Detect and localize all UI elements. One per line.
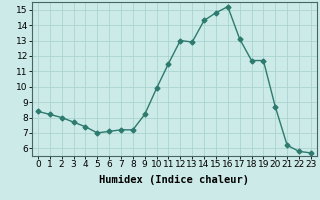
X-axis label: Humidex (Indice chaleur): Humidex (Indice chaleur) xyxy=(100,175,249,185)
